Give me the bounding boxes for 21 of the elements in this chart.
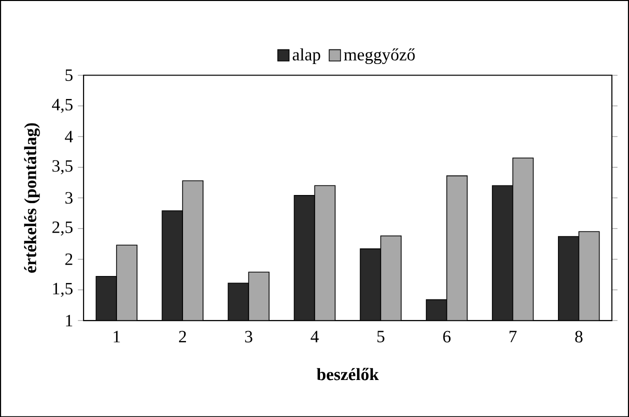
x-tick-label: 3 bbox=[245, 330, 252, 342]
y-tick-label: 3 bbox=[65, 192, 73, 204]
x-tick-label: 4 bbox=[310, 330, 319, 342]
y-tick-label: 4,5 bbox=[52, 98, 73, 113]
y-tick-label: 3,5 bbox=[52, 160, 73, 174]
legend-label: alap bbox=[292, 48, 320, 64]
y-tick-label: 5 bbox=[66, 69, 73, 81]
x-tick-label: 1 bbox=[114, 330, 120, 342]
x-axis-title: beszélők bbox=[316, 368, 379, 380]
y-axis-title: értékelés (pontátlag) bbox=[24, 123, 40, 273]
legend-label: meggyőző bbox=[344, 48, 415, 64]
x-tick-label: 6 bbox=[443, 330, 451, 342]
y-tick-label: 4 bbox=[64, 130, 73, 142]
x-tick-label: 5 bbox=[377, 330, 384, 342]
y-tick-label: 2 bbox=[65, 253, 72, 265]
y-tick-label: 2,5 bbox=[52, 221, 73, 236]
y-tick-label: 1,5 bbox=[53, 282, 73, 297]
x-tick-label: 2 bbox=[179, 330, 186, 342]
x-tick-label: 7 bbox=[510, 330, 517, 342]
y-tick-label: 1 bbox=[66, 314, 72, 326]
x-tick-label: 8 bbox=[575, 330, 582, 342]
